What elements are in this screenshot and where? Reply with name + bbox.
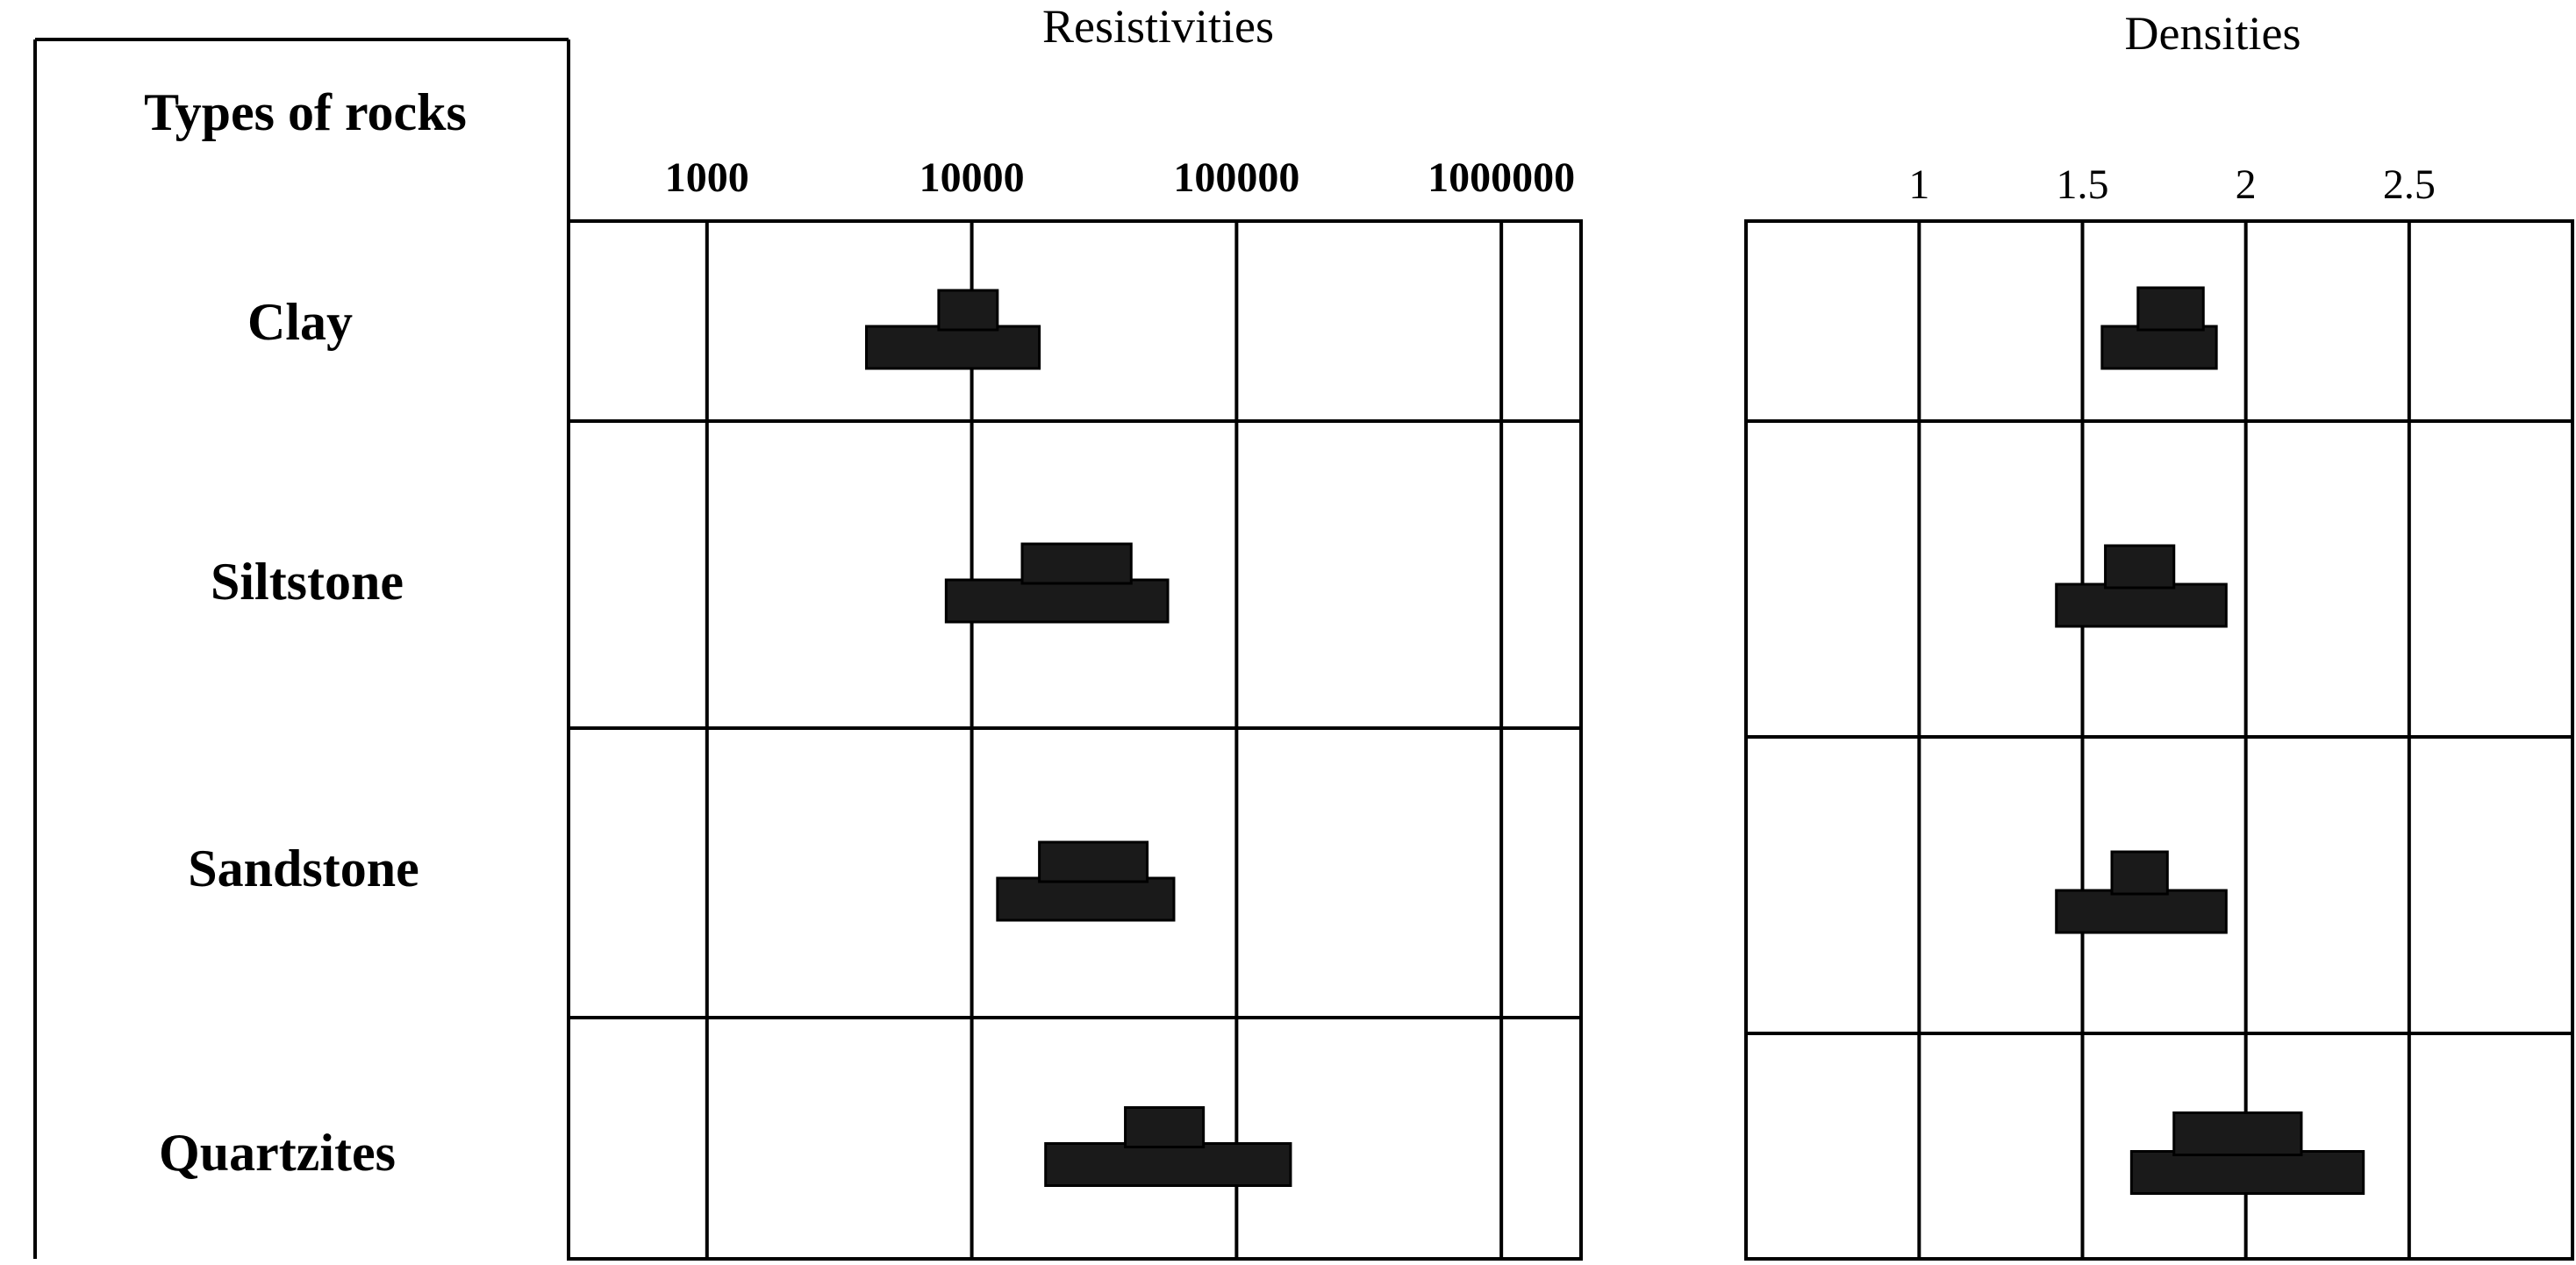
res-tick-label-100000: 100000 — [1173, 154, 1299, 201]
den-tick-label-2-5: 2.5 — [2383, 161, 2436, 208]
resistivity-tick-labels: 1000 10000 100000 1000000 — [665, 154, 1575, 201]
den-bar-narrow-sandstone — [2110, 850, 2169, 896]
den-tick-label-2: 2 — [2236, 161, 2257, 208]
density-panel: Densities 1 1.5 2 2.5 — [1744, 7, 2574, 1261]
den-bar-wide-quartzites — [2129, 1150, 2365, 1195]
den-frame — [1744, 219, 2574, 1261]
den-bar-narrow-quartzites — [2172, 1111, 2303, 1156]
res-bar-narrow-quartzites — [1124, 1106, 1206, 1148]
rock-types-table: Types of rocks Clay Siltstone Sandstone … — [33, 38, 570, 1259]
row-label-clay: Clay — [247, 293, 353, 351]
resistivity-grid — [567, 219, 1583, 1261]
table-header: Types of rocks — [144, 83, 467, 141]
density-title: Densities — [2125, 7, 2301, 60]
res-tick-label-1000: 1000 — [665, 154, 749, 201]
den-bar-narrow-clay — [2136, 286, 2205, 332]
den-bar-wide-siltstone — [2055, 582, 2228, 628]
res-bar-narrow-sandstone — [1038, 840, 1149, 883]
row-label-sandstone: Sandstone — [188, 840, 419, 897]
den-tick-label-1: 1 — [1908, 161, 1929, 208]
res-bar-wide-quartzites — [1044, 1142, 1292, 1187]
res-bar-wide-clay — [864, 325, 1041, 370]
res-bar-narrow-clay — [937, 289, 999, 332]
density-grid — [1744, 219, 2574, 1261]
res-frame — [567, 219, 1583, 1261]
density-tick-labels: 1 1.5 2 2.5 — [1908, 161, 2435, 208]
res-bar-wide-siltstone — [944, 578, 1170, 624]
res-bar-narrow-siltstone — [1020, 542, 1133, 585]
res-bar-wide-sandstone — [996, 876, 1176, 922]
row-label-quartzites: Quartzites — [159, 1124, 396, 1182]
row-label-siltstone: Siltstone — [211, 553, 404, 611]
den-bar-wide-clay — [2100, 325, 2218, 370]
res-tick-label-10000: 10000 — [919, 154, 1025, 201]
density-bars — [2055, 286, 2365, 1195]
res-tick-label-1000000: 1000000 — [1428, 154, 1575, 201]
resistivity-bars — [864, 289, 1292, 1187]
resistivity-title: Resistivities — [1042, 0, 1274, 53]
den-bar-narrow-siltstone — [2104, 544, 2176, 590]
den-bar-wide-sandstone — [2055, 889, 2228, 934]
den-tick-label-1-5: 1.5 — [2057, 161, 2109, 208]
resistivity-panel: Resistivities 1000 10000 100000 1000000 — [567, 0, 1583, 1261]
